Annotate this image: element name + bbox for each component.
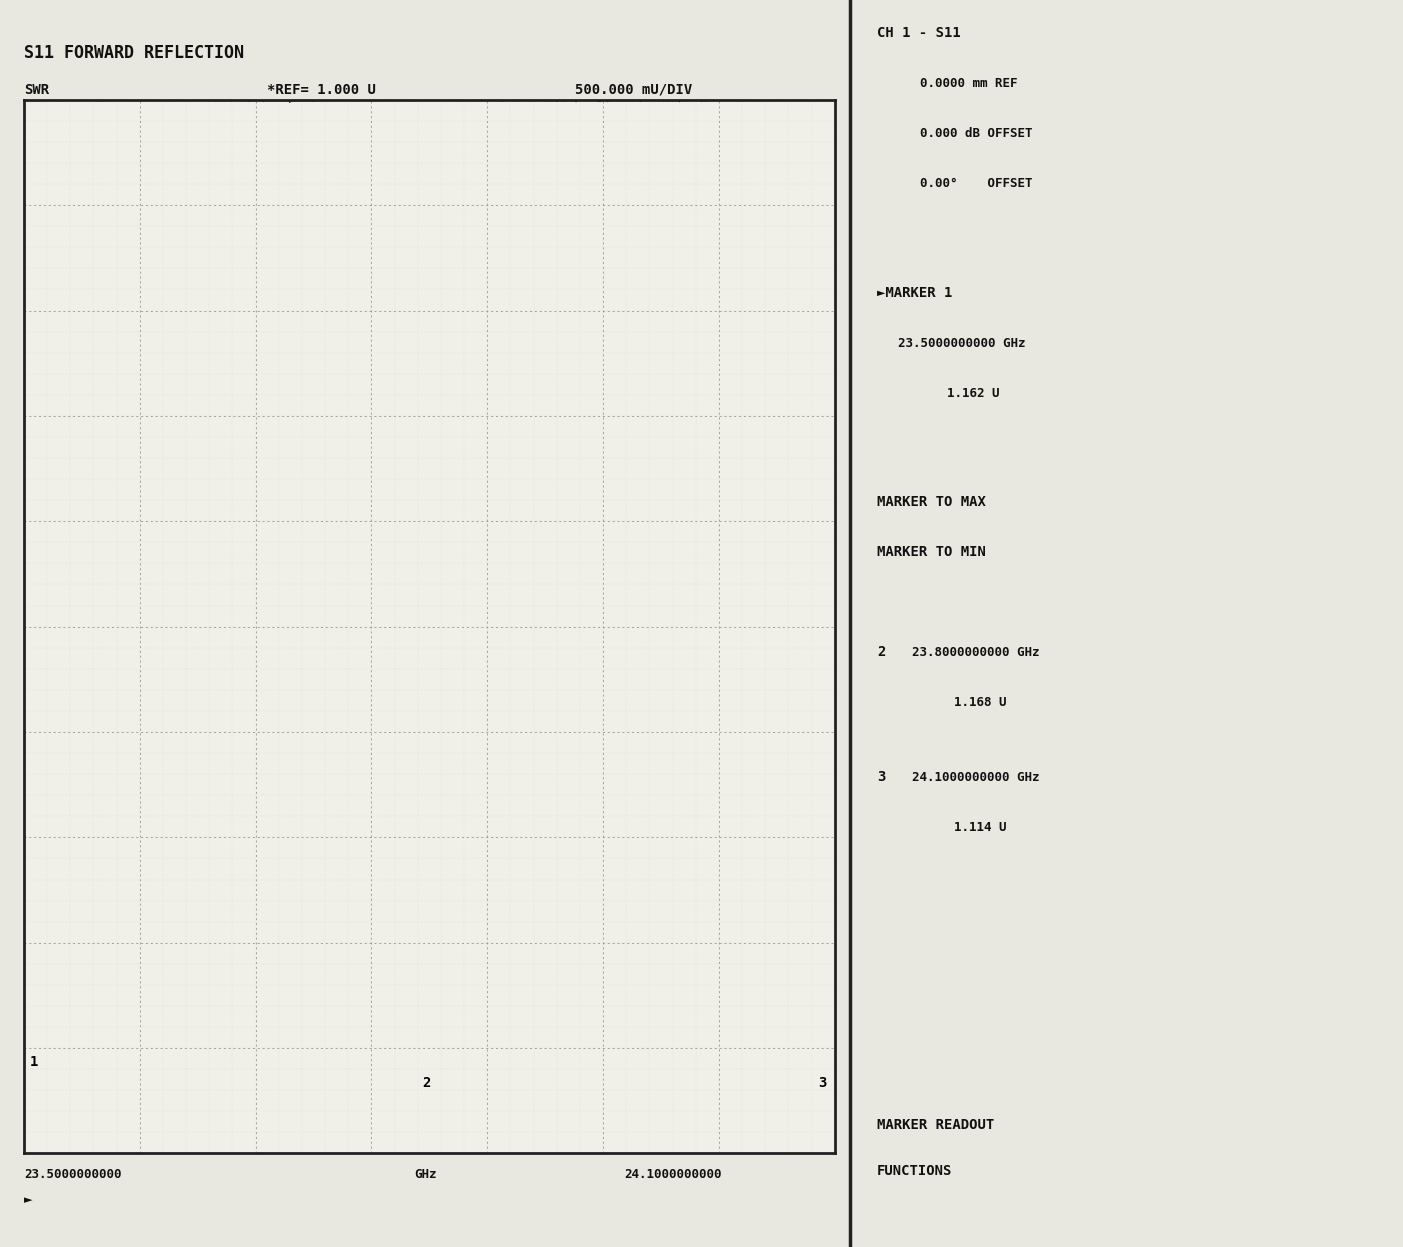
Text: 500.000 mU/DIV: 500.000 mU/DIV [575, 82, 693, 96]
Text: CH 1 - S11: CH 1 - S11 [877, 26, 961, 40]
Text: ►MARKER 1: ►MARKER 1 [877, 286, 953, 299]
Text: 1.114 U: 1.114 U [954, 821, 1006, 833]
Text: 24.1000000000 GHz: 24.1000000000 GHz [912, 771, 1040, 783]
Text: 0.0000 mm REF: 0.0000 mm REF [905, 77, 1017, 90]
Text: GHz: GHz [414, 1168, 436, 1181]
Text: 3: 3 [877, 769, 885, 783]
Text: 2: 2 [877, 645, 885, 658]
Text: 0.00°    OFFSET: 0.00° OFFSET [905, 177, 1033, 190]
Text: 23.5000000000 GHz: 23.5000000000 GHz [898, 337, 1026, 349]
Text: 23.8000000000 GHz: 23.8000000000 GHz [912, 646, 1040, 658]
Text: 23.5000000000: 23.5000000000 [24, 1168, 121, 1181]
Text: MARKER READOUT: MARKER READOUT [877, 1117, 995, 1131]
Text: 1: 1 [29, 1055, 38, 1069]
Text: ►: ► [24, 1196, 32, 1206]
Text: MARKER TO MAX: MARKER TO MAX [877, 495, 986, 509]
Text: 1.168 U: 1.168 U [954, 696, 1006, 708]
Text: SWR: SWR [24, 82, 49, 96]
Text: 24.1000000000: 24.1000000000 [624, 1168, 721, 1181]
Text: 0.000 dB OFFSET: 0.000 dB OFFSET [905, 127, 1033, 140]
Text: 3: 3 [818, 1076, 826, 1090]
Text: MARKER TO MIN: MARKER TO MIN [877, 545, 986, 559]
Text: 1.162 U: 1.162 U [947, 387, 999, 399]
Text: 2: 2 [422, 1076, 431, 1090]
Text: FUNCTIONS: FUNCTIONS [877, 1163, 953, 1177]
Text: S11 FORWARD REFLECTION: S11 FORWARD REFLECTION [24, 44, 244, 61]
Text: *REF= 1.000 U: *REF= 1.000 U [267, 82, 376, 96]
